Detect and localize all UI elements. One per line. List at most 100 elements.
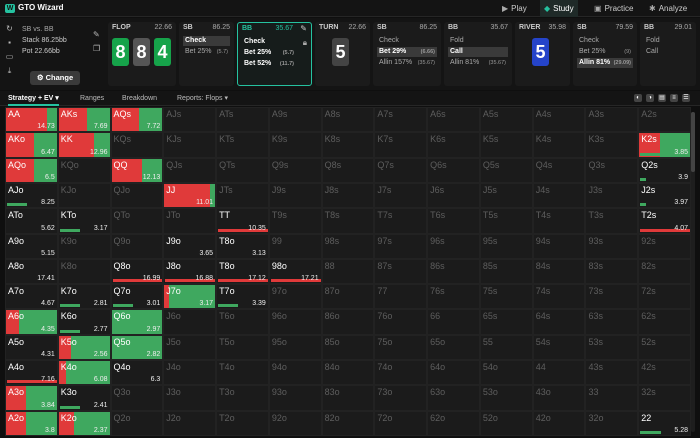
hand-cell-K3s[interactable]: K3s (585, 132, 639, 158)
hand-cell-ATo[interactable]: ATo 5.62 (5, 208, 58, 234)
hand-cell-82o[interactable]: 82o (321, 410, 375, 436)
hand-cell-J9o[interactable]: J9o 3.65 (163, 233, 217, 259)
hand-cell-K8s[interactable]: K8s (321, 132, 375, 158)
view-mode-2-icon[interactable]: ◑ (646, 94, 654, 102)
hand-cell-J6s[interactable]: J6s (427, 182, 480, 209)
hand-cell-TT[interactable]: TT 10.35 (216, 208, 269, 234)
hand-cell-94o[interactable]: 94o (268, 360, 322, 386)
hand-cell-63s[interactable]: 63s (585, 309, 639, 335)
hand-cell-66[interactable]: 66 (427, 309, 480, 335)
hand-cell-JJ[interactable]: JJ 11.01 (163, 182, 217, 209)
hand-cell-Q4s[interactable]: Q4s (532, 157, 586, 183)
bb1-action-bet25[interactable]: Bet 25% (5.7) (242, 48, 296, 58)
hand-cell-97s[interactable]: 97s (374, 233, 428, 259)
hand-cell-J7s[interactable]: J7s (374, 182, 428, 209)
hand-cell-32o[interactable]: 32o (585, 410, 639, 436)
sb2-action-check[interactable]: Check (377, 36, 437, 46)
tab-reports[interactable]: Reports: Flops ▾ (177, 95, 228, 102)
tab-strategy-ev[interactable]: Strategy + EV ▾ (8, 91, 59, 106)
hand-cell-Q6s[interactable]: Q6s (427, 157, 480, 183)
hand-cell-87o[interactable]: 87o (321, 284, 375, 310)
hand-cell-J7o[interactable]: J7o 3.17 (163, 284, 217, 310)
hand-cell-K9o[interactable]: K9o (57, 233, 111, 259)
hand-cell-42o[interactable]: 42o (532, 410, 586, 436)
hand-cell-Q7o[interactable]: Q7o 3.01 (110, 284, 164, 310)
save-icon[interactable]: ▪ (8, 38, 11, 47)
refresh-icon[interactable]: ↻ (6, 24, 13, 33)
hand-cell-J2o[interactable]: J2o (163, 410, 217, 436)
hand-cell-J3s[interactable]: J3s (585, 182, 639, 209)
hand-cell-A2s[interactable]: A2s (638, 107, 691, 133)
hand-cell-QTs[interactable]: QTs (216, 157, 269, 183)
hand-cell-83o[interactable]: 83o (321, 385, 375, 411)
scrollbar[interactable] (691, 112, 695, 432)
hand-cell-AQs[interactable]: AQs 7.72 (110, 107, 164, 133)
hand-cell-K4s[interactable]: K4s (532, 132, 586, 158)
nav-study[interactable]: ◆ Study (540, 0, 578, 17)
duplicate-icon[interactable]: ❐ (93, 44, 101, 53)
bb2-action-allin[interactable]: Allin 81% (35.67) (448, 58, 508, 68)
hand-cell-A4o[interactable]: A4o 7.16 (5, 360, 58, 386)
nav-practice[interactable]: ▣ Practice (590, 0, 637, 17)
view-mode-3-icon[interactable]: ▤ (658, 94, 666, 102)
bb-flop-panel[interactable]: BB 35.67 ✎ Check Bet 25% (5.7) Bet 52% (11… (237, 22, 312, 86)
hand-cell-Q2s[interactable]: Q2s 3.9 (638, 157, 691, 183)
hand-cell-T8o[interactable]: T8o 3.13 (216, 233, 269, 259)
hand-cell-AA[interactable]: AA 14.73 (5, 107, 58, 133)
hand-cell-Q5o[interactable]: Q5o 2.82 (110, 334, 164, 361)
hand-cell-86s[interactable]: 86s (427, 258, 480, 285)
hand-cell-K2o[interactable]: K2o 2.37 (57, 410, 111, 436)
download-icon[interactable]: ⤓ (7, 66, 12, 75)
hand-cell-33[interactable]: 33 (585, 385, 639, 411)
nav-analyze[interactable]: ✱ Analyze (645, 0, 691, 17)
hand-cell-62o[interactable]: 62o (427, 410, 480, 436)
sb3-action-allin[interactable]: Allin 81% (29.09) (577, 58, 633, 68)
hand-cell-Q4o[interactable]: Q4o 6.3 (110, 360, 164, 386)
bb1-lock-icon[interactable]: 🔒︎ (302, 38, 307, 47)
hand-cell-KK[interactable]: KK 12.96 (57, 132, 111, 158)
hand-cell-75s[interactable]: 75s (479, 284, 533, 310)
hand-cell-QJs[interactable]: QJs (163, 157, 217, 183)
hand-cell-98o[interactable]: 98o 17.21 (268, 258, 322, 285)
hand-cell-42s[interactable]: 42s (638, 360, 691, 386)
hand-cell-95o[interactable]: 95o (268, 334, 322, 361)
hand-cell-Q8s[interactable]: Q8s (321, 157, 375, 183)
hand-cell-K5s[interactable]: K5s (479, 132, 533, 158)
hand-cell-QQ[interactable]: QQ 12.13 (110, 157, 164, 183)
hand-cell-A6s[interactable]: A6s (427, 107, 480, 133)
hand-cell-J9s[interactable]: J9s (268, 182, 322, 209)
hand-cell-43o[interactable]: 43o (532, 385, 586, 411)
hand-cell-64s[interactable]: 64s (532, 309, 586, 335)
hand-cell-J4s[interactable]: J4s (532, 182, 586, 209)
view-mode-5-icon[interactable]: ☰ (682, 94, 690, 102)
hand-cell-A5o[interactable]: A5o 4.31 (5, 334, 58, 361)
hand-cell-AQo[interactable]: AQo 6.5 (5, 157, 58, 183)
hand-cell-QJo[interactable]: QJo (110, 182, 164, 209)
sb-turn-panel[interactable]: SB 86.25 Check Bet 29% (6.66) Allin 157% (… (373, 22, 441, 86)
river-panel[interactable]: RIVER 35.98 5 (515, 22, 570, 86)
hand-cell-A3o[interactable]: A3o 3.84 (5, 385, 58, 411)
hand-cell-K3o[interactable]: K3o 2.41 (57, 385, 111, 411)
hand-cell-72s[interactable]: 72s (638, 284, 691, 310)
hand-cell-76s[interactable]: 76s (427, 284, 480, 310)
hand-cell-53o[interactable]: 53o (479, 385, 533, 411)
hand-cell-A3s[interactable]: A3s (585, 107, 639, 133)
hand-cell-K4o[interactable]: K4o 6.08 (57, 360, 111, 386)
hand-cell-99[interactable]: 99 (268, 233, 322, 259)
hand-cell-73s[interactable]: 73s (585, 284, 639, 310)
hand-cell-72o[interactable]: 72o (374, 410, 428, 436)
change-button[interactable]: ⚙ Change (30, 71, 80, 85)
bb1-action-check[interactable]: Check (242, 37, 296, 47)
hand-cell-J3o[interactable]: J3o (163, 385, 217, 411)
bb1-action-bet52[interactable]: Bet 52% (11.7) (242, 59, 296, 69)
hand-cell-77[interactable]: 77 (374, 284, 428, 310)
view-mode-4-icon[interactable]: ≡ (670, 94, 678, 102)
hand-cell-T6s[interactable]: T6s (427, 208, 480, 234)
nav-play[interactable]: ▶ Play (498, 0, 531, 17)
hand-cell-A5s[interactable]: A5s (479, 107, 533, 133)
sb-flop-panel[interactable]: SB 86.25 Check Bet 25% (5.7) (179, 22, 234, 86)
hand-cell-Q8o[interactable]: Q8o 16.99 (110, 258, 164, 285)
hand-cell-A7o[interactable]: A7o 4.67 (5, 284, 58, 310)
bb-river-panel[interactable]: BB 29.01 Fold Call (640, 22, 696, 86)
hand-cell-KJo[interactable]: KJo (57, 182, 111, 209)
